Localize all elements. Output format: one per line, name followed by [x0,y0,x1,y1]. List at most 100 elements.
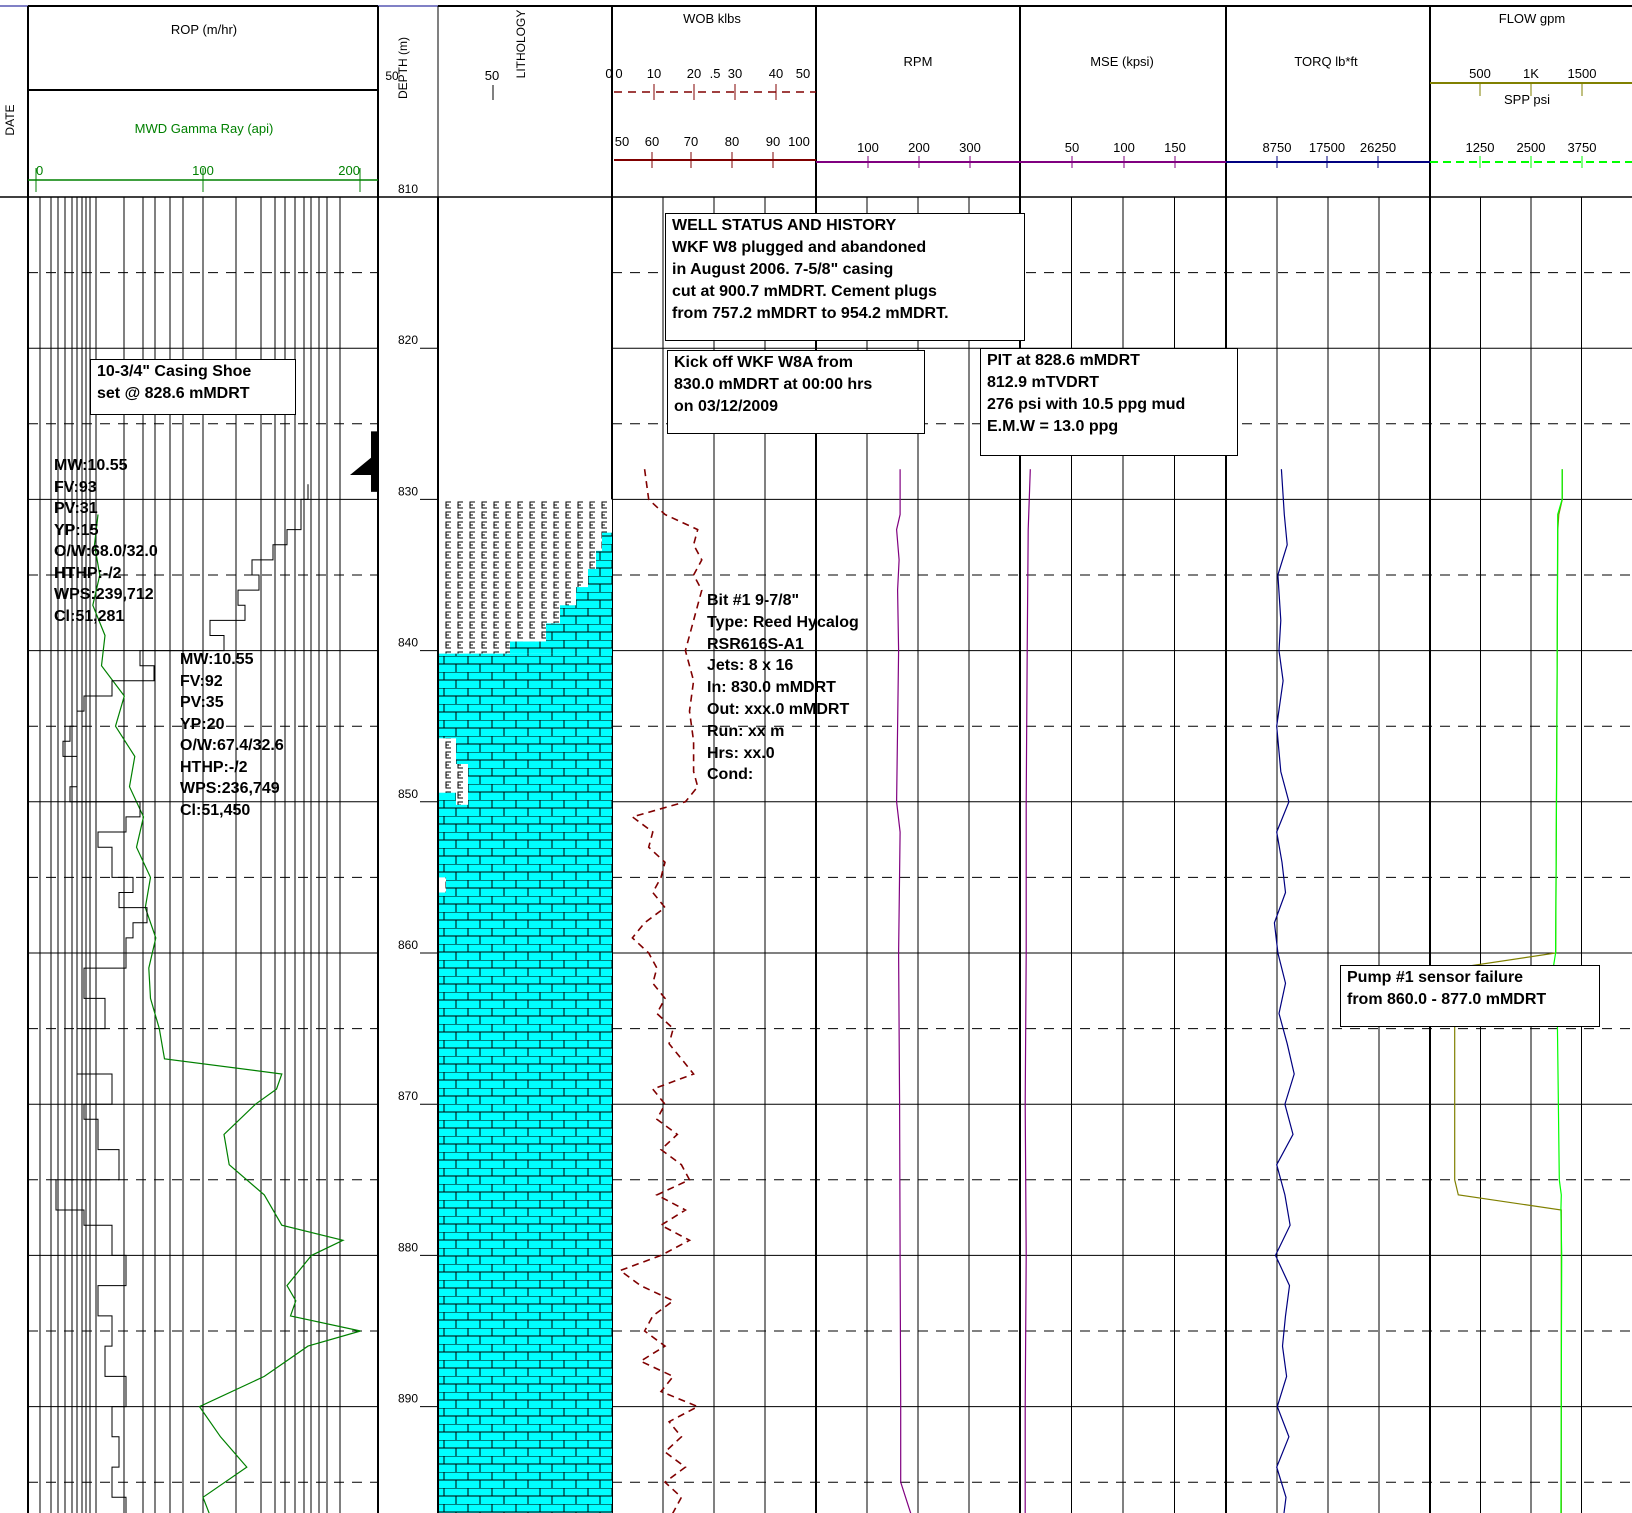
pit-line-4: E.M.W = 13.0 ppg [987,418,1119,435]
mse-tick-0: 50 [1065,140,1079,155]
depth-label-810: 810 [398,182,418,196]
kick-off-line-2: 830.0 mMDRT at 00:00 hrs [674,376,873,393]
pump-line-1: Pump #1 sensor failure [1347,969,1524,986]
wob-bottom-tick-4: 90 [766,134,780,149]
bit-line-1: Bit #1 9-7/8" [707,592,800,609]
mud1-yp: YP:15 [54,521,99,539]
casing-shoe-line-2: set @ 828.6 mMDRT [97,385,250,402]
wob-top-tick-0: 0 [615,66,622,81]
torq-curve [1273,469,1295,1513]
spp-label: SPP psi [1504,92,1550,107]
mud2-pv: PV:35 [180,694,224,711]
wob-bottom-tick-3: 80 [725,134,739,149]
date-label: DATE [3,104,17,135]
depth-label-840: 840 [398,636,418,650]
kick-off-note: Kick off WKF W8A from 830.0 mMDRT at 00:… [667,350,925,434]
wob-curve [618,469,703,1513]
depth-label-850: 850 [398,787,418,801]
spp-tick-2: 3750 [1568,140,1597,155]
wob-top-tick-2: 20 [687,66,701,81]
mud1-hthp: HTHP:-/2 [54,564,122,582]
depth-label-880: 880 [398,1240,418,1254]
casing-shoe-bar [371,431,377,492]
cement-pocket-2 [456,764,468,805]
mud2-yp: YP:20 [180,715,225,733]
spp-tick-1: 2500 [1517,140,1546,155]
torq-label: TORQ lb*ft [1294,54,1358,69]
well-status-line-1: WELL STATUS AND HISTORY [672,217,897,234]
mud1-cl: Cl:51,281 [54,607,125,625]
casing-shoe-line-1: 10-3/4" Casing Shoe [97,363,252,380]
bit-line-5: In: 830.0 mMDRT [707,679,836,697]
well-status-line-5: from 757.2 mMDRT to 954.2 mMDRT. [672,305,949,322]
pit-line-1: PIT at 828.6 mMDRT [987,352,1140,369]
gamma-label: MWD Gamma Ray (api) [135,121,274,136]
pump-line-2: from 860.0 - 877.0 mMDRT [1347,991,1547,1008]
bit-info: Bit #1 9-7/8" Type: Reed Hycalog RSR616S… [707,590,859,786]
wob-bottom-tick-1: 60 [645,134,659,149]
mud2-fv: FV:92 [180,672,223,690]
wob-bottom-tick-5: 100 [788,134,810,149]
bit-line-4: Jets: 8 x 16 [707,657,794,675]
mud2-ow: O/W:67.4/32.6 [180,737,284,754]
lithology-label: LITHOLOGY [514,10,528,79]
wob-top-tick-4: 30 [728,66,742,81]
rpm-label: RPM [904,54,933,69]
mse-label: MSE (kpsi) [1090,54,1154,69]
wob-label: WOB klbs [683,11,741,26]
depth-label-830: 830 [398,484,418,498]
depth-label-820: 820 [398,333,418,347]
mse-curve [1024,469,1031,1513]
wob-bottom-tick-0: 50 [615,134,629,149]
pump-failure-note: Pump #1 sensor failure from 860.0 - 877.… [1340,965,1600,1027]
rop-scale-0: 0 [605,66,612,81]
wob-top-tick-5: 40 [769,66,783,81]
kick-off-line-3: on 03/12/2009 [674,398,779,415]
cement-pocket-3 [438,877,446,893]
well-status-note: WELL STATUS AND HISTORY WKF W8 plugged a… [665,213,1025,341]
mud-report-2: MW:10.55 FV:92 PV:35 YP:20 O/W:67.4/32.6… [180,649,284,821]
torq-tick-1: 17500 [1309,140,1345,155]
rpm-tick-0: 100 [857,140,879,155]
mud-report-1: MW:10.55 FV:93 PV:31 YP:15 O/W:68.0/32.0… [54,455,158,627]
torq-tick-2: 26250 [1360,140,1396,155]
cement-pocket-1 [438,738,456,793]
rpm-tick-2: 300 [959,140,981,155]
mud2-cl: Cl:51,450 [180,801,251,819]
mud1-wps: WPS:239,712 [54,586,154,603]
bit-line-6: Out: xxx.0 mMDRT [707,700,850,718]
depth-label-890: 890 [398,1392,418,1406]
bit-line-9: Cond: [707,766,754,784]
mud1-ow: O/W:68.0/32.0 [54,543,158,560]
wob-bottom-tick-2: 70 [684,134,698,149]
flow-tick-0: 500 [1469,66,1491,81]
mud1-mw: MW:10.55 [54,457,128,474]
flow-tick-1: 1K [1523,66,1539,81]
bit-line-8: Hrs: xx.0 [707,744,775,762]
spp-tick-0: 1250 [1466,140,1495,155]
rop-curve [55,484,309,1513]
gamma-ray-curve [92,514,361,1513]
depth-label-870: 870 [398,1089,418,1103]
mud2-mw: MW:10.55 [180,651,254,668]
wob-top-tick-1: 10 [647,66,661,81]
gamma-tick-0: 0 [36,163,43,178]
lime-step-6 [510,641,612,654]
lith-scale-50: 50 [485,68,499,83]
wob-top-tick-6: 50 [796,66,810,81]
mse-tick-1: 100 [1113,140,1135,155]
rpm-curve [895,469,912,1513]
rpm-tick-1: 200 [908,140,930,155]
depth-label: DEPTH (m) [396,37,410,99]
pit-line-2: 812.9 mTVDRT [987,374,1100,391]
flow-label: FLOW gpm [1499,11,1565,26]
casing-shoe-note: 10-3/4" Casing Shoe set @ 828.6 mMDRT [90,359,296,415]
gamma-tick-2: 200 [338,163,360,178]
mud2-wps: WPS:236,749 [180,780,280,797]
torq-tick-0: 8750 [1263,140,1292,155]
wob-top-tick-3: .5 [710,66,721,81]
pit-note: PIT at 828.6 mMDRT 812.9 mTVDRT 276 psi … [980,348,1238,456]
rop-scale-50: 50 [385,69,399,83]
